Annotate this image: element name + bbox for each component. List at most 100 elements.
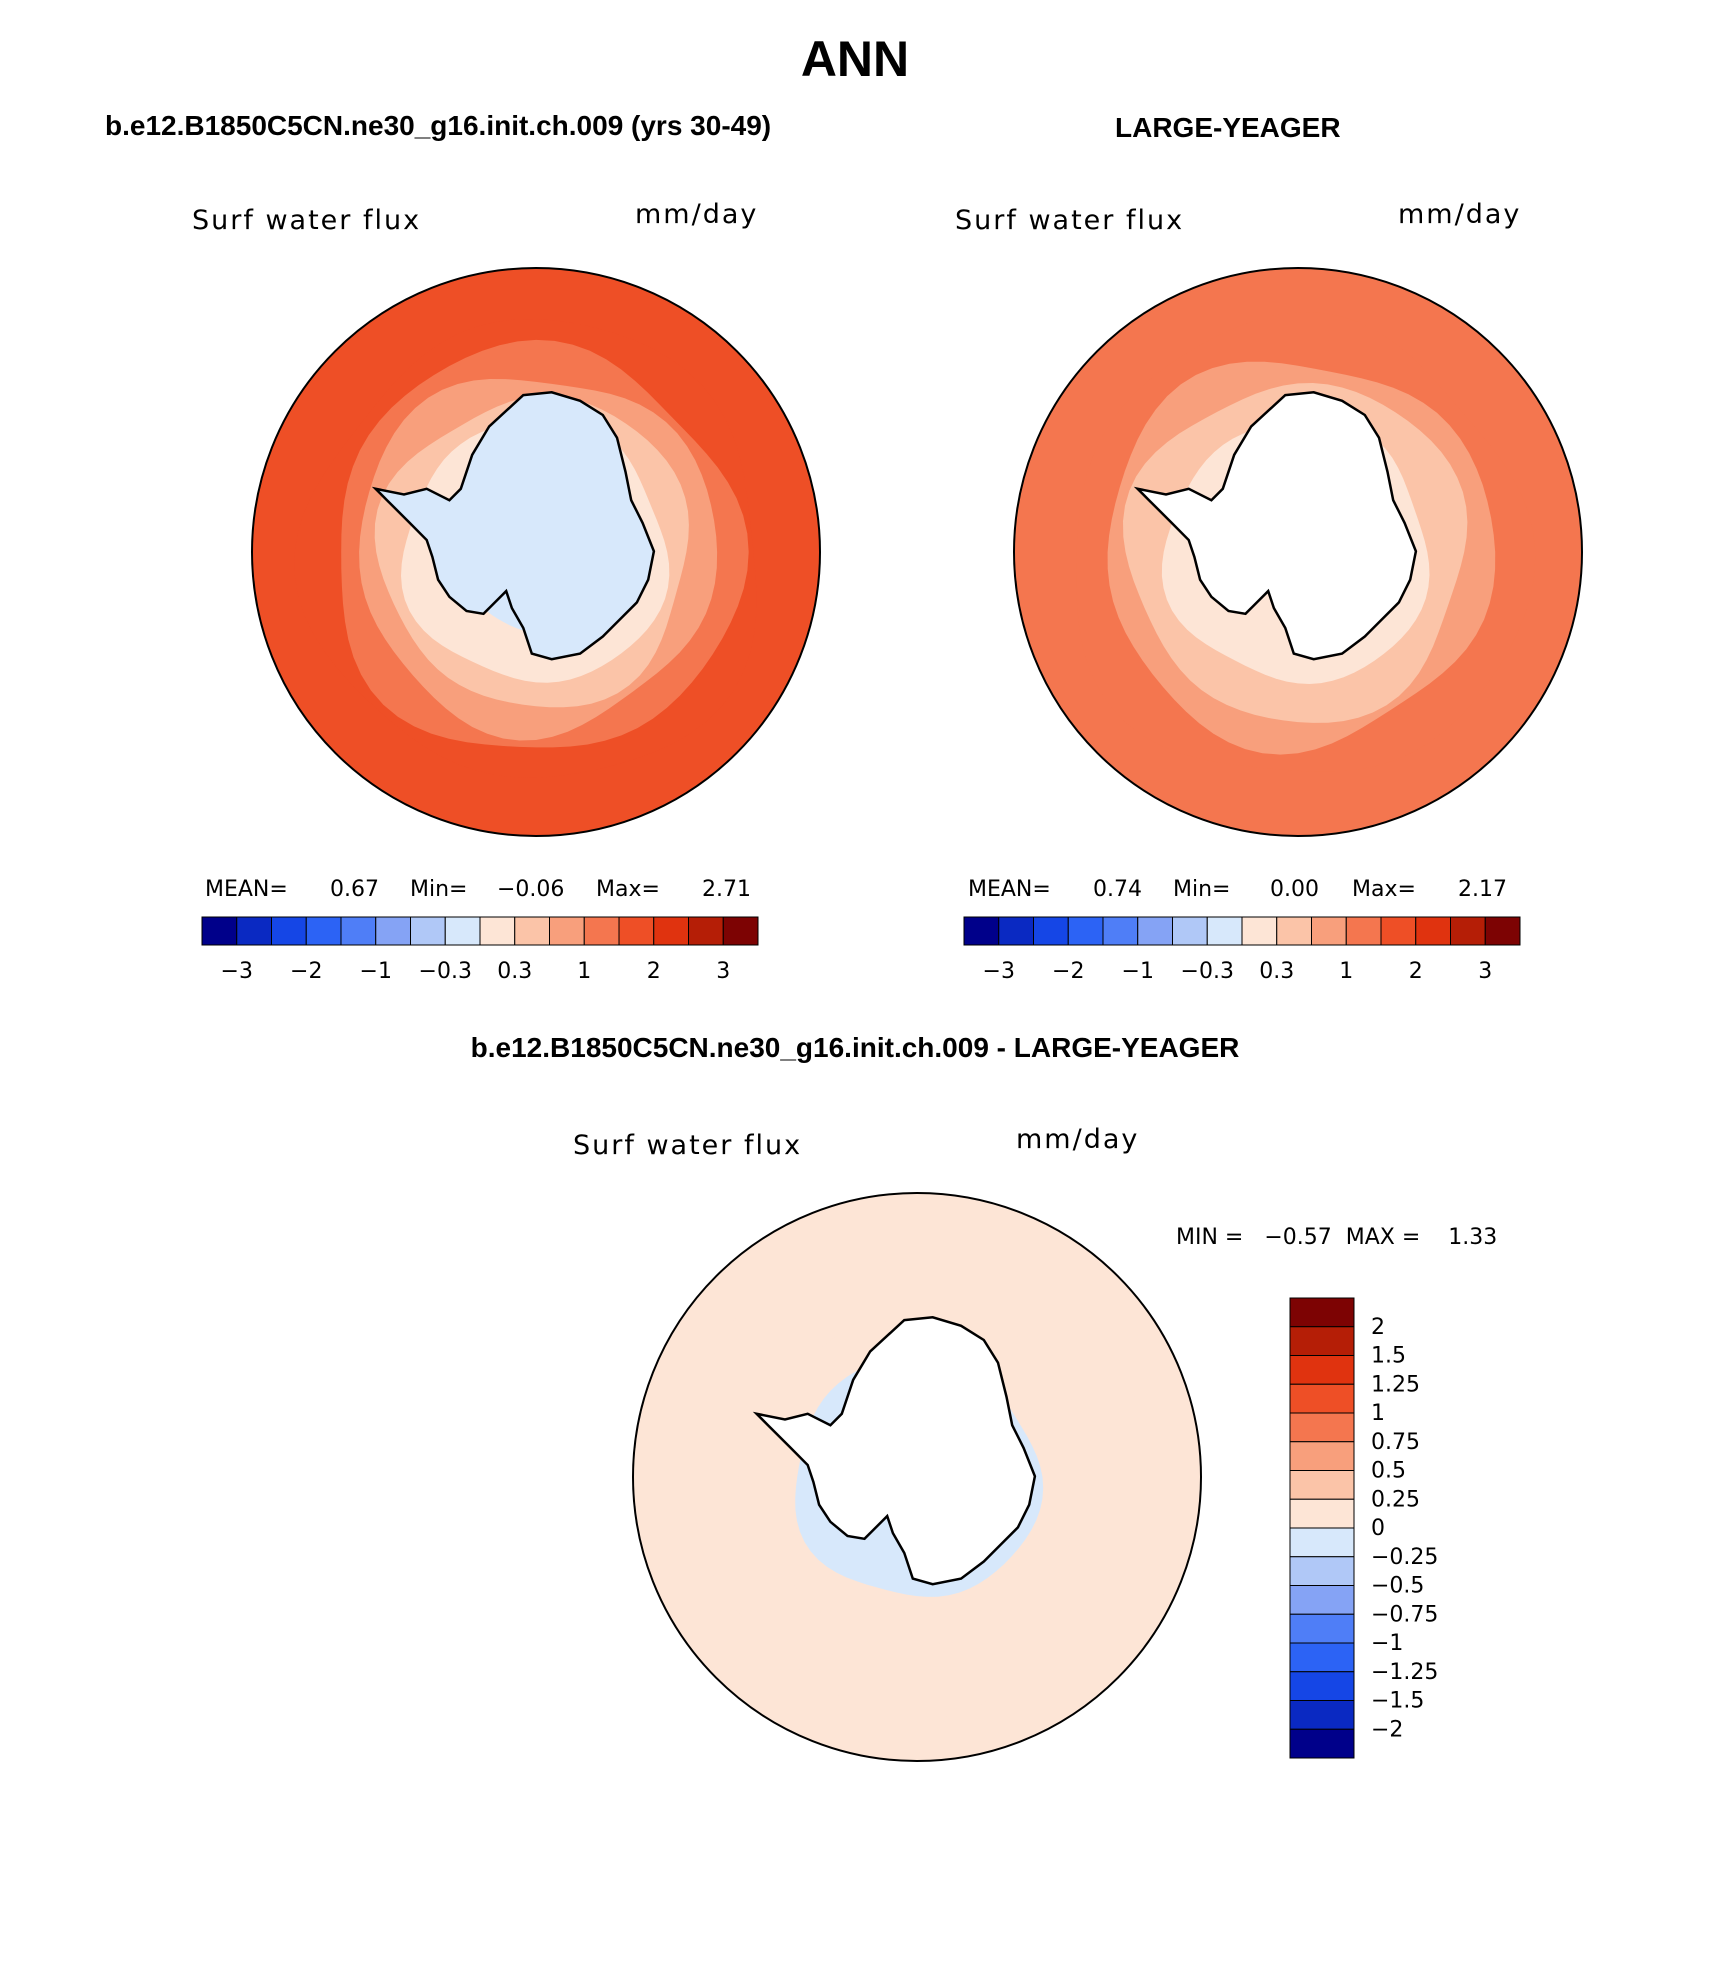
right-map-antarctica-outline: [1133, 391, 1418, 661]
diff-colorbar-swatch: [1289, 1613, 1355, 1644]
left-map: [252, 268, 820, 836]
right-mean-label: MEAN=: [968, 877, 1051, 902]
left-colorbar-tick-label: 3: [716, 959, 730, 984]
left-colorbar-swatch: [271, 916, 307, 946]
left-colorbar-swatch: [583, 916, 620, 946]
diff-variable-label: Surf water flux: [573, 1130, 803, 1161]
right-variable-label: Surf water flux: [955, 205, 1185, 236]
right-units-label: mm/day: [1398, 199, 1522, 230]
right-colorbar-swatch: [963, 916, 1000, 946]
right-colorbar-swatch: [1206, 916, 1243, 946]
right-colorbar-swatch: [1241, 916, 1278, 946]
left-min-value: −0.06: [497, 877, 565, 902]
right-colorbar-tick-label: −1: [1122, 959, 1154, 984]
diff-case-title: b.e12.B1850C5CN.ne30_g16.init.ch.009 - L…: [470, 1032, 1240, 1063]
diff-colorbar-tick-label: −1.5: [1371, 1689, 1424, 1714]
left-max-label: Max=: [596, 877, 660, 902]
left-colorbar-swatch: [688, 916, 724, 946]
right-colorbar-swatch: [1380, 916, 1417, 946]
right-colorbar-tick-label: −3: [983, 959, 1015, 984]
diff-colorbar-tick-label: 0.25: [1371, 1487, 1420, 1512]
left-colorbar-swatch: [201, 916, 238, 946]
diff-colorbar-swatch: [1289, 1585, 1355, 1615]
diff-colorbar-tick-label: −0.75: [1371, 1602, 1438, 1627]
diff-colorbar-tick-label: −2: [1371, 1717, 1403, 1742]
diff-colorbar-swatch: [1289, 1326, 1355, 1356]
left-units-label: mm/day: [635, 199, 759, 230]
right-colorbar-swatch: [1345, 916, 1382, 946]
right-colorbar-swatch: [998, 916, 1034, 946]
left-map-antarctica-outline: [371, 391, 656, 661]
left-colorbar-swatch: [236, 916, 272, 946]
right-colorbar-swatch: [1276, 916, 1312, 946]
right-colorbar-swatch: [1172, 916, 1208, 946]
right-colorbar-swatch: [1450, 916, 1486, 946]
right-mean-value: 0.74: [1093, 877, 1142, 902]
page-title: ANN: [800, 31, 910, 87]
left-colorbar-tick-label: −0.3: [419, 959, 472, 984]
left-map-boundary: [251, 267, 821, 837]
left-colorbar: −3 −2 −1 −0.3 0.3 1 2 3: [201, 916, 759, 984]
right-colorbar-swatch: [1137, 916, 1173, 946]
right-colorbar-swatch: [1102, 916, 1139, 946]
left-colorbar-swatch: [653, 916, 689, 946]
diff-colorbar: 2 1.5 1.25 1 0.75 0.5 0.25 0 −0.25 −0.5 −0.75 −1 −1.…: [1289, 1297, 1438, 1759]
left-colorbar-swatch: [479, 916, 516, 946]
right-colorbar-tick-label: 2: [1409, 959, 1423, 984]
right-map: [1014, 268, 1582, 836]
right-colorbar-tick-label: 1: [1339, 959, 1353, 984]
diff-colorbar-swatch: [1289, 1527, 1355, 1558]
diff-map-boundary: [632, 1192, 1202, 1762]
diff-colorbar-swatch: [1289, 1355, 1355, 1385]
diff-colorbar-swatch: [1289, 1642, 1355, 1673]
diff-colorbar-tick-label: 0: [1371, 1516, 1385, 1541]
left-colorbar-swatch: [305, 916, 342, 946]
right-colorbar-tick-label: 3: [1478, 959, 1492, 984]
diff-colorbar-swatch: [1289, 1556, 1355, 1586]
diff-colorbar-swatch: [1289, 1498, 1355, 1529]
right-max-value: 2.17: [1458, 877, 1507, 902]
left-colorbar-swatch: [549, 916, 585, 946]
right-min-label: Min=: [1173, 877, 1231, 902]
left-variable-label: Surf water flux: [192, 205, 422, 236]
diff-map-antarctica-outline: [752, 1316, 1037, 1586]
diff-colorbar-swatch: [1289, 1470, 1355, 1500]
left-colorbar-tick-label: −3: [221, 959, 253, 984]
diff-colorbar-swatch: [1289, 1441, 1355, 1471]
diff-colorbar-tick-label: 1.25: [1371, 1372, 1420, 1397]
right-colorbar-tick-label: 0.3: [1259, 959, 1294, 984]
right-colorbar-swatch: [1484, 916, 1521, 946]
right-colorbar-tick-label: −0.3: [1181, 959, 1234, 984]
diff-colorbar-swatch: [1289, 1671, 1355, 1701]
left-colorbar-swatch: [410, 916, 446, 946]
left-max-value: 2.71: [702, 877, 751, 902]
left-colorbar-swatch: [722, 916, 759, 946]
left-colorbar-tick-label: −2: [290, 959, 322, 984]
diff-colorbar-swatch: [1289, 1383, 1355, 1414]
left-min-label: Min=: [410, 877, 468, 902]
diff-colorbar-tick-label: 2: [1371, 1315, 1385, 1340]
left-mean-label: MEAN=: [205, 877, 288, 902]
left-mean-value: 0.67: [330, 877, 379, 902]
left-colorbar-tick-label: −1: [360, 959, 392, 984]
left-colorbar-tick-label: 1: [577, 959, 591, 984]
left-colorbar-swatch: [618, 916, 655, 946]
left-case-title: b.e12.B1850C5CN.ne30_g16.init.ch.009 (yr…: [105, 110, 772, 141]
right-colorbar-swatch: [1067, 916, 1104, 946]
left-colorbar-tick-label: 0.3: [497, 959, 532, 984]
right-colorbar-swatch: [1033, 916, 1069, 946]
diff-colorbar-tick-label: 1: [1371, 1401, 1385, 1426]
diff-colorbar-swatch: [1289, 1700, 1355, 1730]
right-colorbar-tick-label: −2: [1052, 959, 1084, 984]
diff-colorbar-swatch: [1289, 1728, 1355, 1759]
left-colorbar-swatch: [340, 916, 377, 946]
diff-colorbar-tick-label: −0.25: [1371, 1545, 1438, 1570]
diff-colorbar-tick-label: 0.5: [1371, 1459, 1406, 1484]
diff-colorbar-swatch: [1289, 1297, 1355, 1328]
right-colorbar-swatch: [1415, 916, 1451, 946]
left-colorbar-swatch: [514, 916, 550, 946]
diff-colorbar-tick-label: 1.5: [1371, 1344, 1406, 1369]
left-colorbar-tick-label: 2: [647, 959, 661, 984]
diff-colorbar-tick-label: 0.75: [1371, 1430, 1420, 1455]
